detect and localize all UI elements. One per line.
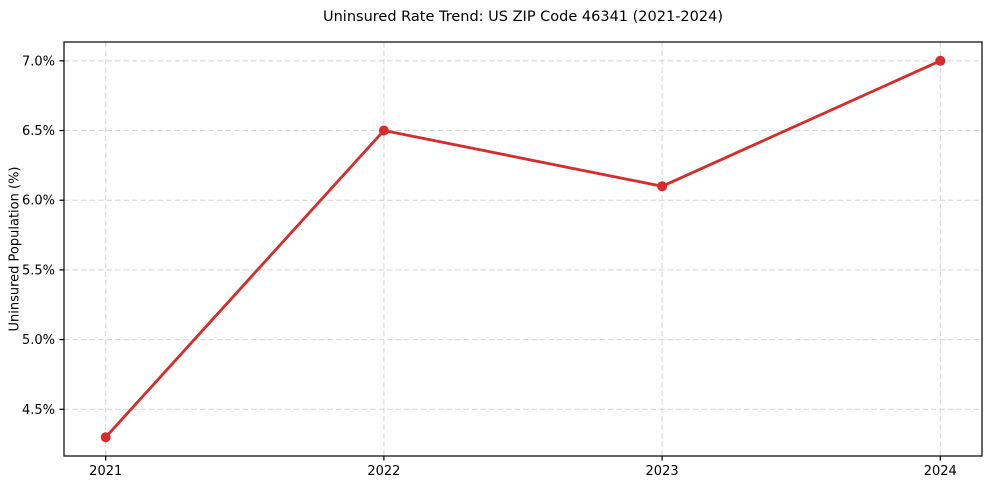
y-tick-label: 4.5% [22, 403, 55, 418]
y-tick-label: 7.0% [22, 54, 55, 69]
y-tick-label: 6.5% [22, 124, 55, 139]
x-tick-label: 2022 [367, 464, 400, 479]
data-point [100, 432, 111, 443]
x-tick-label: 2021 [89, 464, 122, 479]
chart-title: Uninsured Rate Trend: US ZIP Code 46341 … [323, 9, 723, 25]
data-point [935, 55, 946, 66]
data-point [657, 181, 668, 192]
x-tick-label: 2023 [646, 464, 679, 479]
plot-border [63, 41, 983, 457]
trend-line [104, 59, 942, 439]
y-tick-label: 6.0% [22, 194, 55, 209]
y-tick-label: 5.0% [22, 333, 55, 348]
data-point [378, 125, 389, 136]
y-tick-label: 5.5% [22, 263, 55, 278]
x-tick-label: 2024 [924, 464, 957, 479]
